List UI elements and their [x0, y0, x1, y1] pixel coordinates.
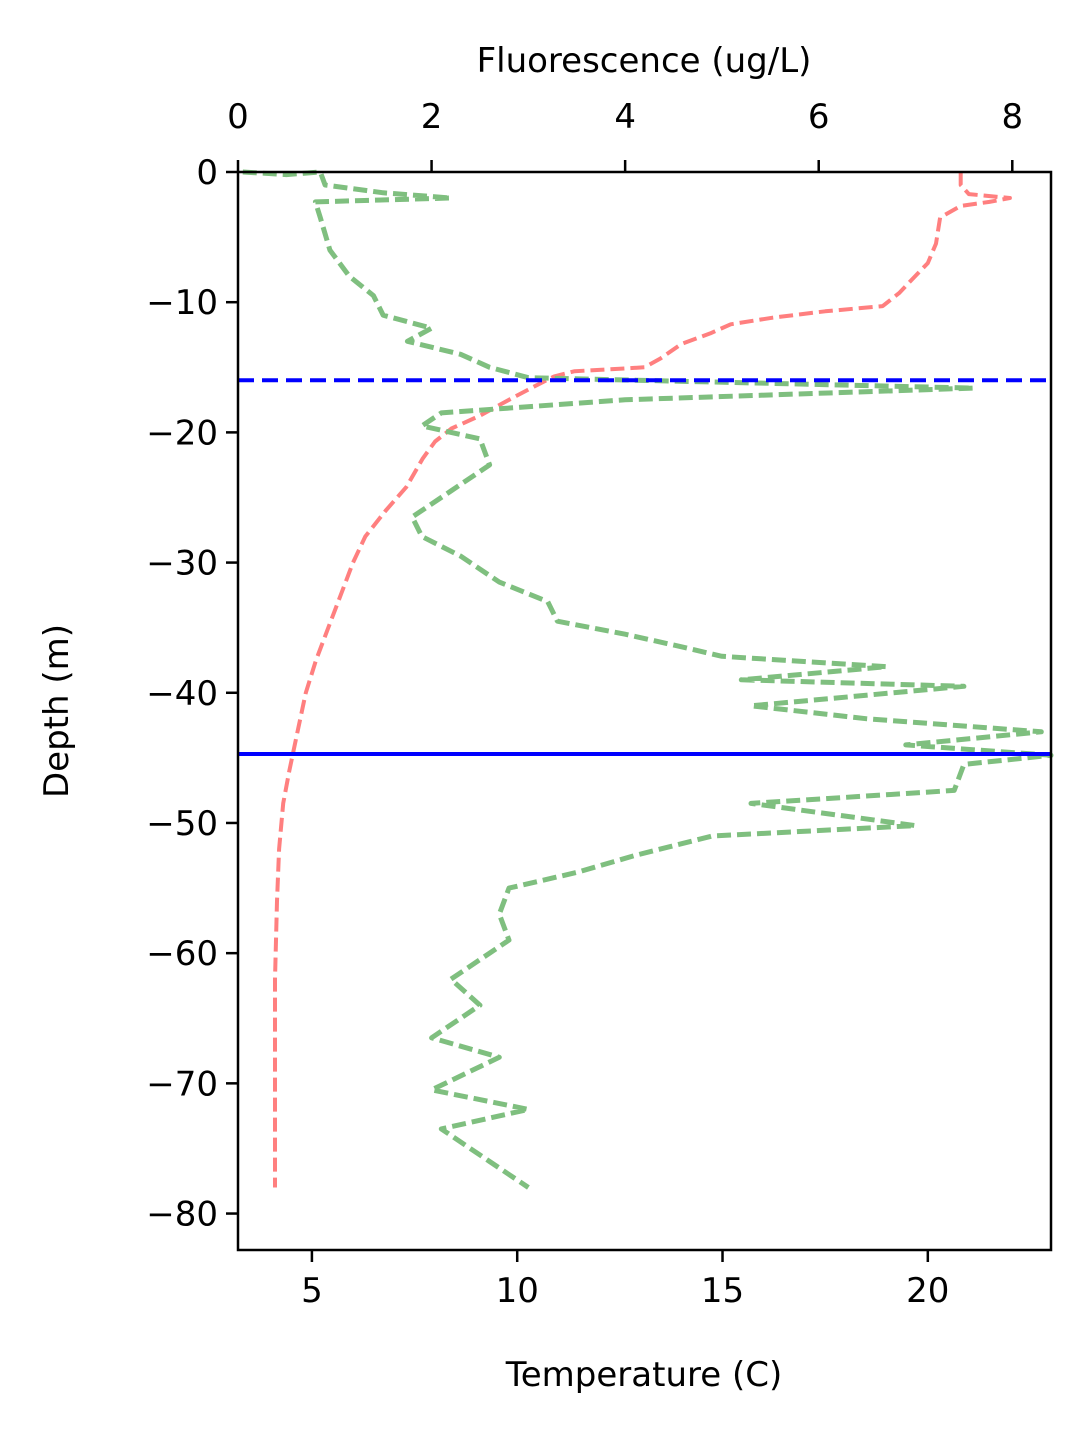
temperature-series-line	[275, 172, 1010, 1188]
top-tick-label: 0	[227, 97, 249, 137]
bottom-axis-ticks: 5 10 15 20	[301, 1250, 949, 1311]
left-tick-label: −10	[146, 283, 218, 323]
top-tick-label: 4	[614, 97, 636, 137]
x-axis-label-top: Fluorescence (ug/L)	[477, 41, 812, 81]
bottom-tick-label: 20	[906, 1271, 949, 1311]
x-axis-label-bottom: Temperature (C)	[505, 1355, 782, 1395]
left-tick-label: −30	[146, 544, 218, 584]
left-axis-ticks: 0 −10 −20 −30 −40 −50 −60 −70 −80	[146, 153, 238, 1235]
fluorescence-series-line	[243, 172, 1051, 1188]
top-tick-label: 6	[808, 97, 830, 137]
left-tick-label: −70	[146, 1064, 218, 1104]
left-tick-label: 0	[196, 153, 218, 193]
top-axis-ticks: 0 2 4 6 8	[227, 97, 1023, 172]
y-axis-label: Depth (m)	[37, 624, 77, 798]
reference-lines	[238, 380, 1051, 754]
bottom-tick-label: 15	[701, 1271, 744, 1311]
bottom-tick-label: 5	[301, 1271, 323, 1311]
left-tick-label: −50	[146, 804, 218, 844]
top-tick-label: 2	[421, 97, 443, 137]
top-tick-label: 8	[1001, 97, 1023, 137]
left-tick-label: −40	[146, 674, 218, 714]
left-tick-label: −20	[146, 413, 218, 453]
bottom-tick-label: 10	[496, 1271, 539, 1311]
left-tick-label: −80	[146, 1195, 218, 1235]
left-tick-label: −60	[146, 934, 218, 974]
plot-frame	[238, 172, 1051, 1250]
series-layer	[243, 172, 1051, 1188]
